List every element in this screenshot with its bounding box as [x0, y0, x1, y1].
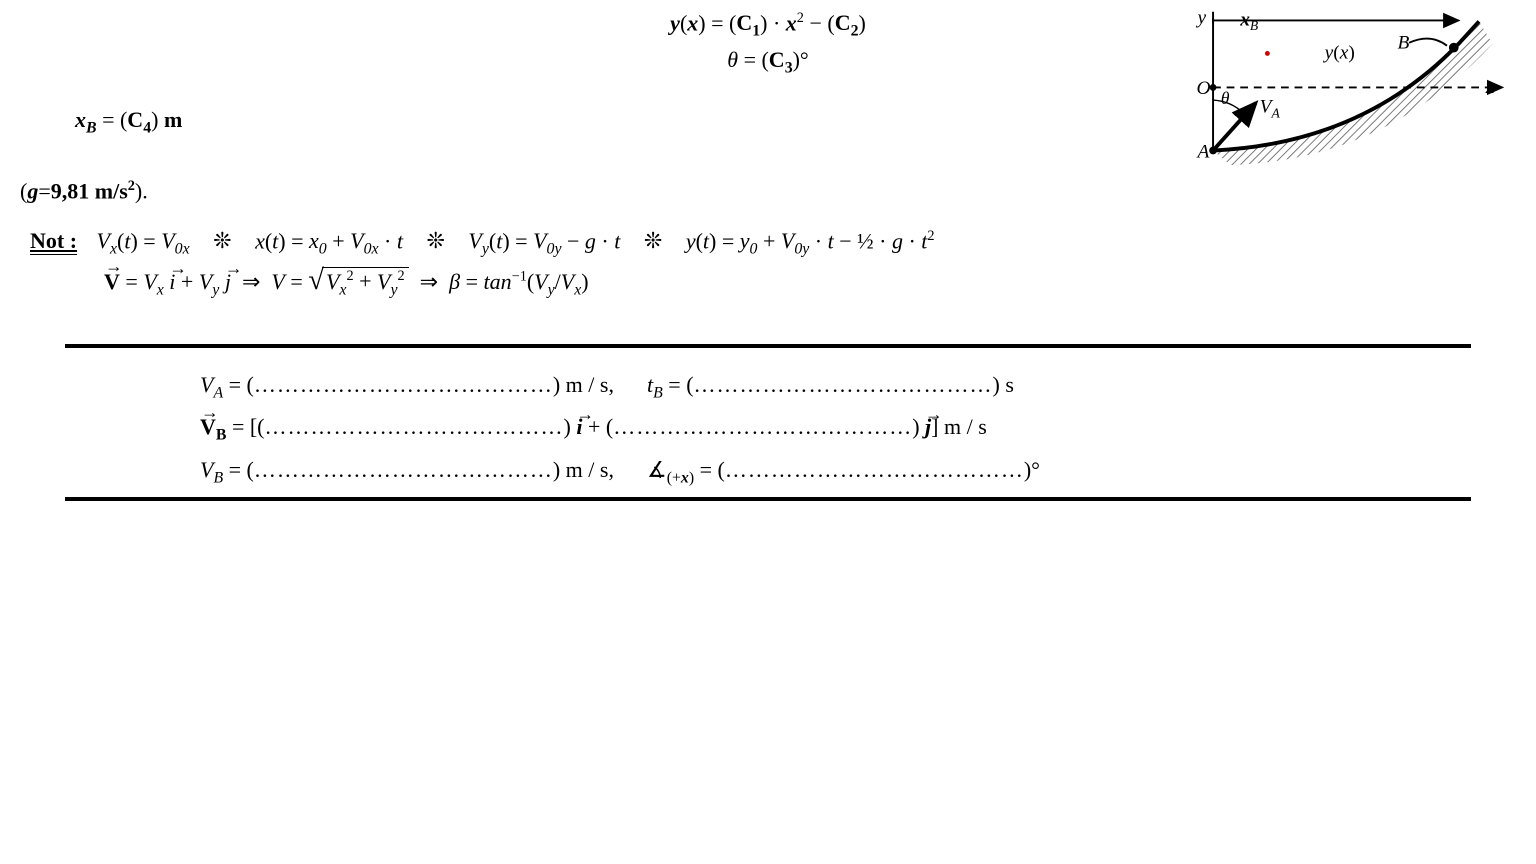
x-axis-label: x — [1485, 77, 1495, 98]
answer-vb-angle: VB = (…………………………………) m / s, ∡(+x) = (………… — [200, 457, 1516, 487]
rule-bottom — [65, 497, 1471, 501]
a-label: A — [1196, 141, 1210, 162]
given-g: (g=9,81 m/s2). — [20, 178, 1516, 204]
answer-va-tb: VA = (…………………………………) m / s, tB = (………………… — [200, 372, 1516, 402]
answer-vbvec: VB = [(…………………………………) i + (…………………………………… — [200, 414, 1516, 444]
yx-label: y(x) — [1323, 42, 1355, 63]
y-axis-label: y — [1196, 7, 1207, 28]
red-dot — [1265, 51, 1270, 56]
answers-block: VA = (…………………………………) m / s, tB = (………………… — [200, 372, 1516, 487]
notes: Not : Vx(t) = V0x ❊ x(t) = x0 + V0x · t … — [20, 228, 1516, 299]
rule-top — [65, 344, 1471, 348]
xb-label: xB — [1239, 9, 1258, 33]
ramp-diagram: y O x xB B y(x) A VA θ — [1182, 0, 1512, 170]
notes-label: Not : — [30, 228, 77, 255]
va-label: VA — [1260, 97, 1281, 121]
theta-label: θ — [1221, 88, 1230, 108]
origin-label: O — [1197, 78, 1211, 99]
b-label: B — [1397, 33, 1409, 54]
